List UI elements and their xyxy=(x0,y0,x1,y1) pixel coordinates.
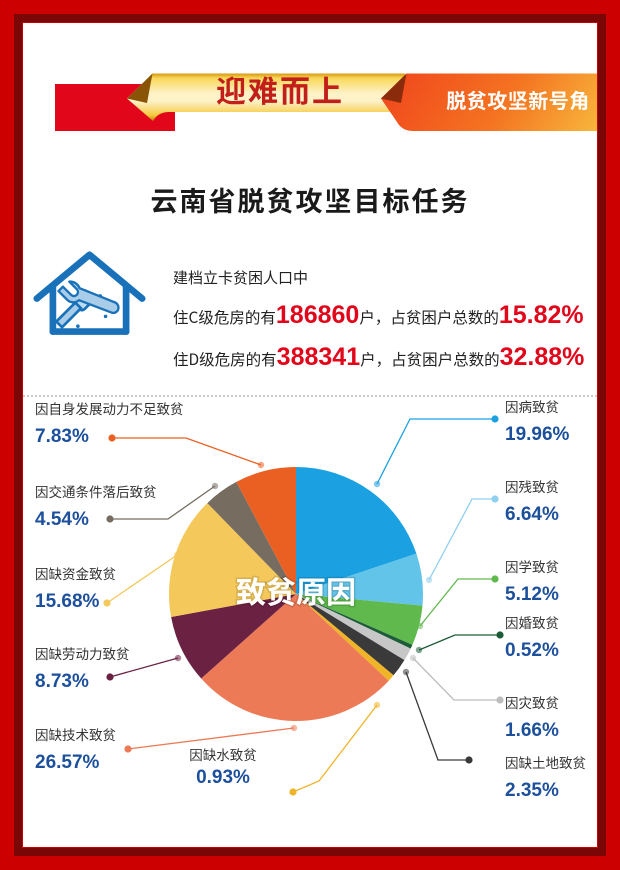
svg-text:因缺技术致贫: 因缺技术致贫 xyxy=(35,724,116,744)
svg-text:8.73%: 8.73% xyxy=(35,671,89,692)
svg-text:7.83%: 7.83% xyxy=(35,426,89,447)
svg-text:因病致贫: 因病致贫 xyxy=(505,396,559,416)
svg-text:4.54%: 4.54% xyxy=(35,509,89,530)
svg-text:因缺水致贫: 因缺水致贫 xyxy=(189,744,257,764)
svg-text:19.96%: 19.96% xyxy=(505,424,570,445)
svg-text:5.12%: 5.12% xyxy=(505,584,559,605)
svg-text:因缺资金致贫: 因缺资金致贫 xyxy=(35,563,116,583)
svg-text:因残致贫: 因残致贫 xyxy=(505,476,559,496)
svg-text:因缺劳动力致贫: 因缺劳动力致贫 xyxy=(35,643,130,663)
svg-text:1.66%: 1.66% xyxy=(505,720,559,741)
svg-text:致贫原因: 致贫原因 xyxy=(236,568,356,612)
svg-text:因学致贫: 因学致贫 xyxy=(505,556,559,576)
svg-text:6.64%: 6.64% xyxy=(505,504,559,525)
svg-text:因灾致贫: 因灾致贫 xyxy=(505,692,559,712)
svg-text:因自身发展动力不足致贫: 因自身发展动力不足致贫 xyxy=(35,398,184,418)
svg-text:15.68%: 15.68% xyxy=(35,591,100,612)
svg-text:2.35%: 2.35% xyxy=(505,780,559,801)
svg-text:因缺土地致贫: 因缺土地致贫 xyxy=(505,752,586,772)
svg-text:因婚致贫: 因婚致贫 xyxy=(505,612,559,632)
svg-text:0.93%: 0.93% xyxy=(196,767,250,788)
svg-text:0.52%: 0.52% xyxy=(505,640,559,661)
svg-text:因交通条件落后致贫: 因交通条件落后致贫 xyxy=(35,481,157,501)
svg-text:26.57%: 26.57% xyxy=(35,752,100,773)
